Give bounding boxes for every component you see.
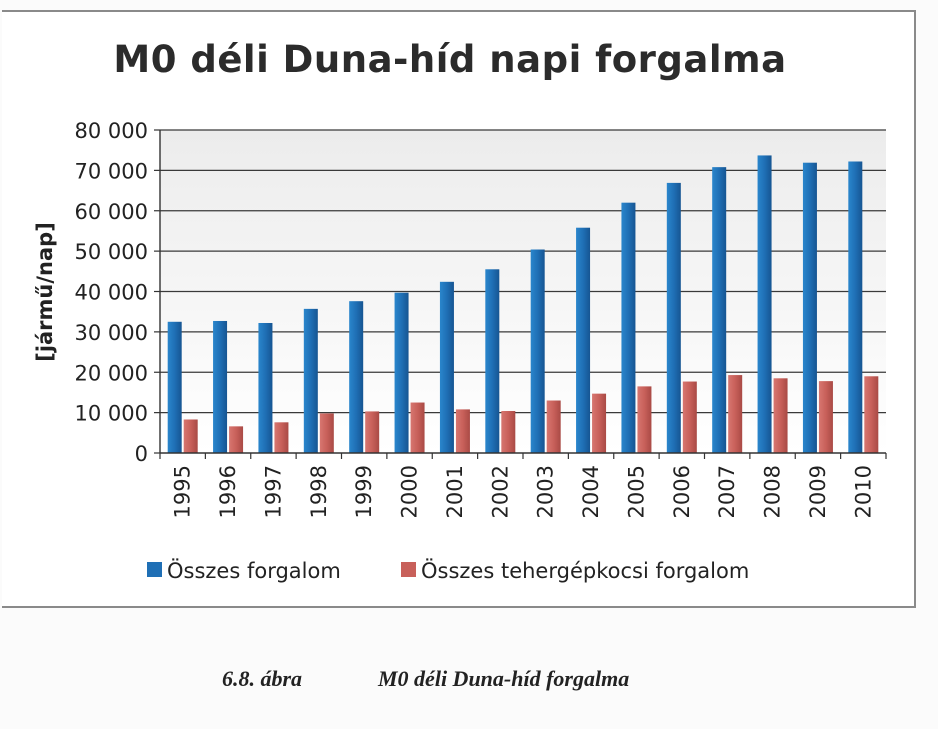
bar-truck-traffic <box>592 393 607 453</box>
bar-total-traffic <box>213 320 228 453</box>
chart-title: M0 déli Duna-híd napi forgalma <box>113 38 787 81</box>
bar-total-traffic <box>258 322 273 453</box>
bar-truck-traffic <box>319 413 334 453</box>
bar-total-traffic <box>394 292 409 453</box>
bar-truck-traffic <box>637 386 652 453</box>
bar-total-traffic <box>802 162 817 454</box>
bar-total-traffic <box>530 249 545 453</box>
caption-text: M0 déli Duna-híd forgalma <box>378 666 630 691</box>
bar-total-traffic <box>666 182 681 454</box>
bar-total-traffic <box>303 308 318 453</box>
x-tick-label: 1995 <box>171 465 195 518</box>
x-tick-label: 1996 <box>216 465 240 518</box>
bar-total-traffic <box>485 269 500 453</box>
bar-total-traffic <box>757 155 772 453</box>
y-tick-label: 10 000 <box>75 402 148 426</box>
bar-total-traffic <box>349 301 364 453</box>
bar-truck-traffic <box>365 411 380 453</box>
bar-total-traffic <box>621 202 636 453</box>
y-tick-label: 0 <box>135 442 148 466</box>
x-tick-label: 2008 <box>761 465 785 518</box>
x-tick-label: 2009 <box>806 465 830 518</box>
bar-truck-traffic <box>728 375 743 453</box>
legend-swatch-total <box>147 562 162 577</box>
legend-label-truck: Összes tehergépkocsi forgalom <box>421 558 749 583</box>
x-tick-labels: 1995 1996 1997 1998 1999 2000 2001 2002 2003 2004… <box>171 465 876 518</box>
y-tick-labels: 0 10 000 20 000 30 000 40 000 50 000 60 000 70 … <box>75 119 148 466</box>
x-tick-label: 2003 <box>534 465 558 518</box>
x-tick-label: 1999 <box>352 465 376 518</box>
bar-truck-traffic <box>773 378 788 453</box>
bar-truck-traffic <box>410 402 425 453</box>
bar-total-traffic <box>576 227 591 453</box>
y-tick-label: 30 000 <box>75 321 148 345</box>
axes <box>154 129 887 459</box>
bar-truck-traffic <box>546 400 561 453</box>
x-tick-label: 2000 <box>398 465 422 518</box>
bar-chart: 0 10 000 20 000 30 000 40 000 50 000 60 000 70 … <box>33 119 887 583</box>
x-tick-label: 2007 <box>715 465 739 518</box>
y-tick-label: 60 000 <box>75 200 148 224</box>
y-tick-label: 80 000 <box>75 119 148 143</box>
x-tick-label: 1997 <box>261 465 285 518</box>
y-tick-label: 50 000 <box>75 240 148 264</box>
caption-number: 6.8. ábra <box>222 666 303 691</box>
x-tick-label: 2005 <box>624 465 648 518</box>
y-tick-label: 20 000 <box>75 361 148 385</box>
y-tick-label: 70 000 <box>75 159 148 183</box>
bar-total-traffic <box>848 161 863 453</box>
bar-truck-traffic <box>682 381 697 453</box>
legend-label-total: Összes forgalom <box>167 558 341 583</box>
x-tick-label: 2001 <box>443 465 467 518</box>
y-tick-label: 40 000 <box>75 281 148 305</box>
bar-truck-traffic <box>818 381 833 453</box>
bar-truck-traffic <box>501 411 516 453</box>
bar-total-traffic <box>712 167 727 453</box>
x-tick-label: 2006 <box>670 465 694 518</box>
x-tick-label: 2002 <box>488 465 512 518</box>
legend: Összes forgalom Összes tehergépkocsi for… <box>147 558 749 583</box>
bar-truck-traffic <box>274 422 289 453</box>
legend-swatch-truck <box>401 562 416 577</box>
bar-total-traffic <box>439 281 454 453</box>
bar-truck-traffic <box>455 409 470 453</box>
bar-truck-traffic <box>864 376 879 453</box>
bar-truck-traffic <box>183 419 198 453</box>
bars <box>167 155 879 454</box>
x-tick-label: 2010 <box>851 465 875 518</box>
bar-total-traffic <box>167 321 182 453</box>
x-tick-label: 1998 <box>307 465 331 518</box>
bar-truck-traffic <box>229 426 244 453</box>
y-axis-label: [jármű/nap] <box>33 222 57 362</box>
x-tick-label: 2004 <box>579 465 603 518</box>
